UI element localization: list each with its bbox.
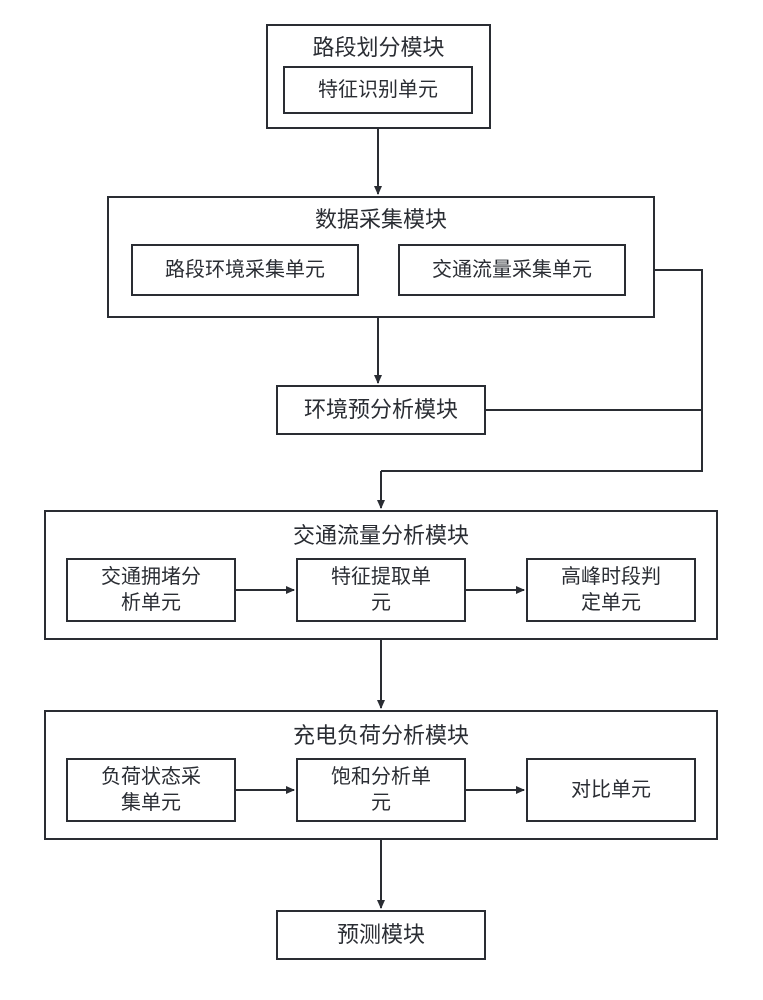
unit-congestion-analysis: 交通拥堵分析单元 [66,558,236,622]
unit-traffic-flow-collection: 交通流量采集单元 [398,244,626,296]
unit-feature-extraction: 特征提取单元 [296,558,466,622]
module-charging-load-analysis-title: 充电负荷分析模块 [44,718,718,750]
unit-peak-determination-label: 高峰时段判定单元 [561,564,661,616]
unit-feature-recognition: 特征识别单元 [283,66,473,114]
unit-saturation-analysis: 饱和分析单元 [296,758,466,822]
unit-load-state-collection: 负荷状态采集单元 [66,758,236,822]
unit-comparison: 对比单元 [526,758,696,822]
unit-load-state-collection-label: 负荷状态采集单元 [101,764,201,816]
module-env-preanalysis: 环境预分析模块 [276,385,486,435]
unit-congestion-analysis-label: 交通拥堵分析单元 [101,564,201,616]
module-road-segment-title: 路段划分模块 [266,30,491,62]
arrows-layer [0,0,763,1000]
unit-road-env-collection: 路段环境采集单元 [131,244,359,296]
unit-peak-determination: 高峰时段判定单元 [526,558,696,622]
module-data-collection-title: 数据采集模块 [107,202,655,234]
module-traffic-analysis-title: 交通流量分析模块 [44,518,718,550]
module-prediction: 预测模块 [276,910,486,960]
diagram-canvas: 路段划分模块 特征识别单元 数据采集模块 路段环境采集单元 交通流量采集单元 环… [0,0,763,1000]
unit-feature-extraction-label: 特征提取单元 [331,564,431,616]
unit-saturation-analysis-label: 饱和分析单元 [331,764,431,816]
